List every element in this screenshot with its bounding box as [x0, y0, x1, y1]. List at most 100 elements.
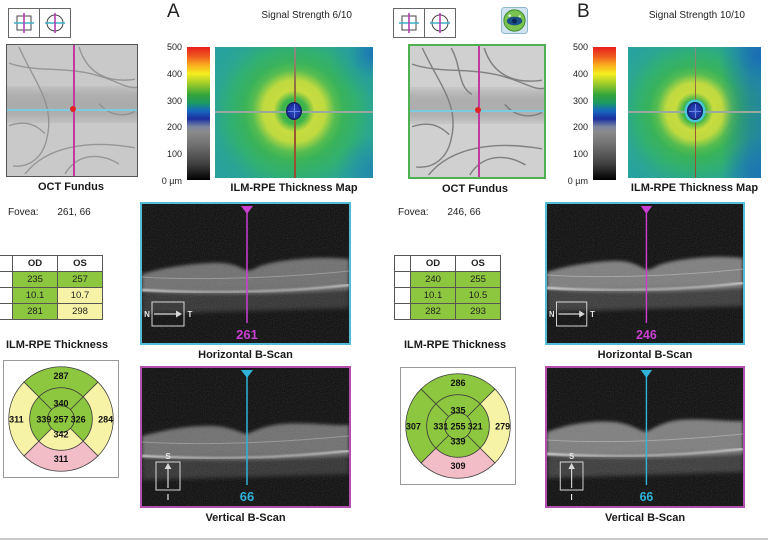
fovea-readout: Fovea: 246, 66 [398, 207, 481, 218]
od-central-thickness: 240 [410, 271, 456, 288]
etdrs-thickness-grid: 286 335 307 331 255 321 279 339 309 [400, 367, 516, 485]
hscan-cursor-position: 261 [236, 327, 258, 342]
tick-400: 400 [572, 68, 588, 79]
fundus-section: OCT Fundus [408, 44, 546, 195]
oct-fundus-image[interactable] [6, 44, 138, 177]
eye-tracking-icon[interactable] [501, 7, 528, 34]
od-header: OD [12, 255, 58, 272]
table-row: 282 293 [394, 303, 501, 320]
vscan-cursor[interactable]: 66 [640, 370, 654, 504]
cube-scan-icon[interactable] [8, 8, 40, 38]
od-average-thickness: 281 [12, 303, 58, 320]
colorbar-gradient [593, 47, 616, 180]
hscan-cursor-position: 246 [636, 328, 657, 342]
circle-scan-icon[interactable] [40, 8, 71, 38]
os-header: OS [455, 255, 501, 272]
os-header: OS [57, 255, 103, 272]
ilm-rpe-thickness-map[interactable] [215, 47, 373, 178]
cube-scan-icon[interactable] [393, 8, 425, 38]
horizontal-bscan-section: 246 N T Horizontal B-Scan [545, 202, 745, 361]
vertical-bscan-section: 66 S I Vertical B-Scan [545, 366, 745, 524]
table-row: 240 255 [394, 271, 501, 288]
thickness-colorbar: 500 400 300 200 100 0 µm [556, 42, 616, 186]
hscan-cursor[interactable]: 246 [636, 206, 657, 342]
hscan-cursor[interactable]: 261 [236, 206, 258, 342]
etdrs-outer-bottom-value: 309 [450, 461, 465, 471]
tick-300: 300 [166, 95, 182, 106]
signal-strength: Signal Strength 10/10 [648, 10, 745, 21]
etdrs-center-value: 257 [53, 414, 68, 424]
tick-200: 200 [166, 122, 182, 133]
svg-text:N: N [144, 310, 150, 319]
svg-text:T: T [188, 310, 193, 319]
tick-0: 0 µm [161, 175, 182, 186]
etdrs-inner-top-value: 335 [450, 406, 465, 416]
hscan-title: Horizontal B-Scan [597, 349, 693, 361]
thickness-colorbar: 500 400 300 200 100 0 µm [150, 42, 210, 186]
fundus-title: OCT Fundus [38, 181, 104, 193]
vscan-title: Vertical B-Scan [205, 512, 286, 524]
map-title: ILM-RPE Thickness Map [630, 182, 759, 194]
superior-inferior-orientation-icon: S I [559, 452, 584, 502]
vertical-bscan-section: 66 S I Vertical B-Scan [140, 366, 351, 524]
fovea-readout: Fovea: 261, 66 [8, 207, 91, 218]
horizontal-bscan-image[interactable]: 246 N T [545, 202, 745, 345]
od-volume: 10.1 [410, 287, 456, 304]
etdrs-inner-bottom-value: 339 [450, 437, 465, 447]
etdrs-outer-bottom-value: 311 [54, 454, 69, 464]
fovea-value: 246, 66 [447, 207, 481, 218]
thickness-table-title: ILM-RPE Thickness [6, 339, 109, 351]
fovea-marker-dot [70, 106, 77, 113]
scan-mode-toolbar [8, 8, 71, 38]
tick-500: 500 [166, 42, 182, 52]
os-central-thickness: 257 [57, 271, 103, 288]
colorbar-ticks: 500 400 300 200 100 0 µm [556, 42, 588, 186]
etdrs-outer-left-value: 311 [9, 414, 24, 424]
circle-scan-icon[interactable] [425, 8, 456, 38]
vertical-bscan-image[interactable]: 66 S I [140, 366, 351, 508]
os-central-thickness: 255 [455, 271, 501, 288]
vertical-bscan-image[interactable]: 66 S I [545, 366, 745, 508]
thickness-table-title: ILM-RPE Thickness [404, 339, 507, 351]
svg-text:T: T [590, 310, 595, 319]
os-average-thickness: 298 [57, 303, 103, 320]
nasal-temporal-orientation-icon: N T [549, 301, 595, 327]
map-title: ILM-RPE Thickness Map [230, 182, 358, 194]
colorbar-gradient [187, 47, 210, 180]
ilm-rpe-thickness-map[interactable] [628, 47, 761, 178]
horizontal-bscan-image[interactable]: 261 N T [140, 202, 351, 345]
oct-fundus-image[interactable] [408, 44, 546, 179]
vscan-cursor[interactable]: 66 [240, 370, 254, 504]
tick-500: 500 [572, 42, 588, 52]
fovea-center-marker [286, 102, 302, 121]
fundus-title: OCT Fundus [442, 183, 508, 195]
os-average-thickness: 293 [455, 303, 501, 320]
fovea-center-marker [686, 102, 703, 121]
etdrs-inner-right-value: 326 [71, 414, 86, 424]
tick-100: 100 [166, 149, 182, 160]
etdrs-outer-left-value: 307 [406, 421, 421, 431]
od-central-thickness: 235 [12, 271, 58, 288]
od-header: OD [410, 255, 456, 272]
fovea-label: Fovea: [398, 207, 429, 218]
table-stub-header [0, 255, 13, 272]
svg-text:S: S [569, 452, 574, 461]
signal-strength: Signal Strength 6/10 [261, 10, 352, 21]
od-average-thickness: 282 [410, 303, 456, 320]
etdrs-outer-top-value: 286 [450, 378, 465, 388]
scan-mode-toolbar [393, 8, 456, 38]
vscan-cursor-position: 66 [240, 489, 254, 504]
etdrs-inner-left-value: 339 [36, 414, 51, 424]
fovea-marker-dot [475, 107, 482, 114]
os-volume: 10.5 [455, 287, 501, 304]
panel-b: B Signal Strength 10/10 [384, 0, 768, 538]
table-header-row: OD OS [0, 255, 103, 272]
figure-label: A [167, 1, 180, 22]
od-os-table: OD OS 235 257 10.1 10.7 281 298 [0, 255, 103, 320]
fundus-section: OCT Fundus [6, 44, 138, 193]
od-volume: 10.1 [12, 287, 58, 304]
etdrs-center-sector [444, 412, 472, 440]
horizontal-bscan-section: 261 N T Horizontal B-Scan [140, 202, 351, 361]
svg-text:S: S [165, 452, 171, 461]
tick-100: 100 [572, 149, 588, 160]
